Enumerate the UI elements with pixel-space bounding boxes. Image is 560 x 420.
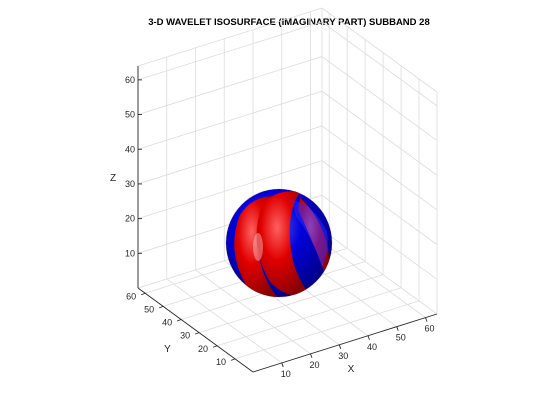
chart-title: 3-D WAVELET ISOSURFACE (IMAGINARY PART) …	[148, 17, 430, 28]
gridline-z	[321, 125, 438, 211]
gridline-z	[137, 90, 323, 150]
specular-highlight	[253, 233, 263, 261]
wall-edge	[321, 7, 438, 93]
gridline-y	[234, 300, 420, 360]
z-tick-label: 40	[125, 144, 135, 154]
gridline-z	[321, 90, 438, 176]
x-tick-label: 50	[396, 333, 406, 343]
y-tick-mark	[141, 292, 146, 296]
y-tick-mark	[212, 345, 218, 348]
x-tick-label: 60	[424, 324, 434, 334]
x-tick-mark	[367, 335, 370, 340]
gridline-z	[321, 160, 438, 245]
x-axis-line	[252, 313, 438, 373]
blue-band-highlight	[292, 200, 328, 268]
gridline-z	[321, 21, 438, 107]
gridline-z	[137, 56, 323, 115]
x-tick-label: 30	[338, 351, 348, 361]
x-tick-label: 10	[281, 369, 291, 379]
gridline-z	[137, 160, 323, 220]
grid-layer	[137, 7, 438, 364]
x-axis-label: X	[348, 364, 355, 375]
y-tick-mark	[230, 358, 236, 361]
wall-edge	[321, 229, 438, 315]
y-tick-mark	[176, 319, 182, 322]
y-tick-mark	[194, 332, 200, 335]
x-tick-label: 40	[367, 342, 377, 352]
z-tick-label: 60	[125, 75, 135, 85]
red-band-left	[234, 196, 278, 297]
isosurface-outline	[225, 188, 333, 298]
x-tick-mark	[281, 362, 284, 368]
y-tick-label: 50	[144, 304, 154, 314]
y-axis-line	[137, 287, 254, 373]
gridline-z	[137, 125, 323, 185]
gridline-z	[321, 56, 438, 141]
z-tick-label: 20	[125, 214, 135, 224]
gridline-y	[216, 287, 402, 347]
isosurface	[226, 189, 332, 297]
x-tick-mark	[310, 353, 313, 359]
axes-layer: 10 20 30 40 50 60 10 20 30 40 50 60 10 20 30 40 50 60 X Y Z	[110, 66, 438, 379]
y-tick-label: 20	[198, 344, 208, 354]
red-band-center	[256, 191, 308, 296]
y-tick-label: 30	[180, 331, 190, 341]
y-tick-label: 10	[216, 357, 226, 367]
y-tick-mark	[158, 305, 164, 309]
z-tick-label: 30	[125, 179, 135, 189]
gridline-x	[195, 269, 311, 355]
x-tick-mark	[338, 344, 342, 349]
gridline-y	[198, 274, 384, 334]
x-tick-mark	[396, 326, 399, 331]
z-axis-label: Z	[110, 173, 116, 184]
y-axis-label: Y	[164, 344, 171, 355]
gridline-x	[166, 278, 282, 364]
wall-edge	[137, 7, 323, 67]
z-tick-label: 50	[125, 110, 135, 120]
gridline-z	[137, 21, 323, 81]
x-tick-label: 20	[309, 360, 319, 370]
y-tick-label: 40	[162, 318, 172, 328]
x-tick-mark	[425, 317, 428, 322]
gridline-z	[321, 194, 438, 280]
z-tick-label: 10	[125, 248, 135, 258]
y-tick-label: 60	[126, 291, 136, 301]
